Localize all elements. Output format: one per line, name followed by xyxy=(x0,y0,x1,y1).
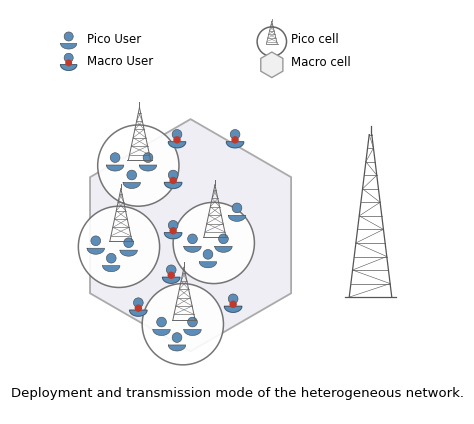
Polygon shape xyxy=(199,262,217,268)
Circle shape xyxy=(203,249,213,259)
Circle shape xyxy=(173,202,255,284)
Circle shape xyxy=(64,32,73,41)
Circle shape xyxy=(172,129,182,139)
Circle shape xyxy=(134,298,143,307)
Circle shape xyxy=(142,284,223,365)
Polygon shape xyxy=(163,277,180,283)
Polygon shape xyxy=(106,165,124,171)
Circle shape xyxy=(167,271,175,279)
Circle shape xyxy=(232,203,242,213)
Circle shape xyxy=(127,170,137,180)
Polygon shape xyxy=(184,329,201,335)
Circle shape xyxy=(157,317,166,327)
Text: Deployment and transmission mode of the heterogeneous network.: Deployment and transmission mode of the … xyxy=(10,387,464,400)
Circle shape xyxy=(169,177,177,184)
Polygon shape xyxy=(129,310,147,316)
Polygon shape xyxy=(184,246,201,252)
Polygon shape xyxy=(168,345,186,351)
Circle shape xyxy=(231,136,239,144)
Polygon shape xyxy=(123,182,140,188)
Polygon shape xyxy=(102,265,120,272)
Polygon shape xyxy=(90,119,291,351)
Polygon shape xyxy=(61,65,77,70)
Circle shape xyxy=(64,53,73,62)
Circle shape xyxy=(188,234,197,244)
Circle shape xyxy=(106,253,116,263)
Circle shape xyxy=(188,317,197,327)
Circle shape xyxy=(143,153,153,162)
Polygon shape xyxy=(87,248,104,254)
Polygon shape xyxy=(153,329,170,335)
Circle shape xyxy=(169,227,177,234)
Text: Pico User: Pico User xyxy=(87,33,142,47)
Circle shape xyxy=(230,129,240,139)
Circle shape xyxy=(173,136,181,144)
Circle shape xyxy=(78,206,160,287)
Circle shape xyxy=(65,59,72,66)
Circle shape xyxy=(229,301,237,308)
Circle shape xyxy=(124,238,134,248)
Circle shape xyxy=(91,236,100,245)
Circle shape xyxy=(168,170,178,180)
Polygon shape xyxy=(168,142,186,148)
Polygon shape xyxy=(261,52,283,78)
Polygon shape xyxy=(139,165,157,171)
Polygon shape xyxy=(227,142,244,148)
Polygon shape xyxy=(228,215,246,221)
Circle shape xyxy=(228,294,238,304)
Text: Macro User: Macro User xyxy=(87,55,154,68)
Circle shape xyxy=(166,265,176,275)
Text: Macro cell: Macro cell xyxy=(291,56,351,69)
Polygon shape xyxy=(164,233,182,239)
Circle shape xyxy=(168,220,178,230)
Polygon shape xyxy=(164,182,182,188)
Polygon shape xyxy=(215,246,232,252)
Circle shape xyxy=(172,333,182,343)
Circle shape xyxy=(257,27,286,56)
Circle shape xyxy=(135,304,142,312)
Circle shape xyxy=(98,125,179,206)
Polygon shape xyxy=(224,306,242,312)
Text: Pico cell: Pico cell xyxy=(291,33,339,46)
Polygon shape xyxy=(61,43,77,49)
Circle shape xyxy=(219,234,228,244)
Circle shape xyxy=(110,153,120,162)
Polygon shape xyxy=(120,250,137,256)
